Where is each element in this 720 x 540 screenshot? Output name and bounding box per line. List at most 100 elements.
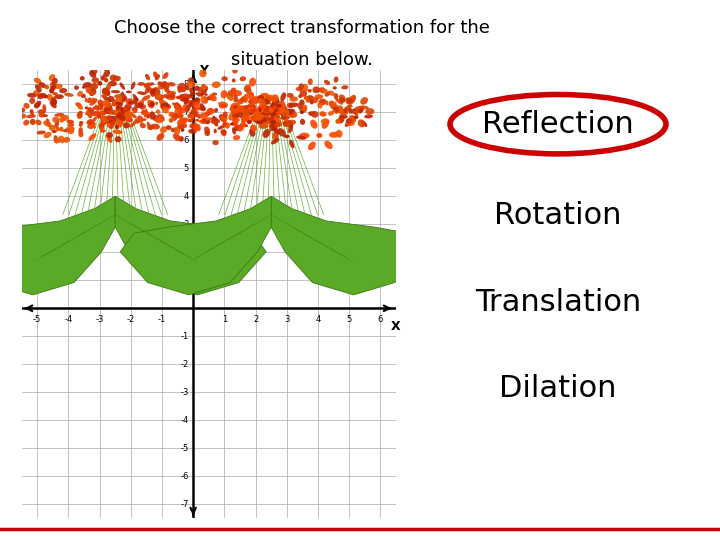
Ellipse shape [199,119,208,124]
Ellipse shape [146,114,149,119]
Ellipse shape [316,133,323,138]
Ellipse shape [46,118,50,127]
Ellipse shape [106,134,112,143]
Ellipse shape [92,116,97,123]
Ellipse shape [122,112,130,117]
Ellipse shape [49,89,54,93]
Text: -3: -3 [180,388,189,397]
Ellipse shape [346,120,355,126]
Ellipse shape [184,108,189,112]
Ellipse shape [135,103,144,108]
Ellipse shape [347,105,353,107]
Text: -5: -5 [180,444,189,453]
Ellipse shape [240,76,246,82]
Ellipse shape [240,121,246,127]
Ellipse shape [85,86,91,91]
Ellipse shape [339,97,346,103]
Ellipse shape [233,95,238,103]
Ellipse shape [304,96,309,100]
Ellipse shape [209,94,217,102]
Ellipse shape [120,92,124,100]
Ellipse shape [233,111,237,119]
Ellipse shape [179,118,187,124]
Text: 4: 4 [184,192,189,201]
Text: -1: -1 [180,332,189,341]
Ellipse shape [106,115,114,120]
Ellipse shape [186,94,194,99]
Ellipse shape [219,114,224,118]
Ellipse shape [147,100,152,104]
Text: Translation: Translation [475,288,641,317]
Ellipse shape [244,84,251,92]
Ellipse shape [52,78,58,85]
Ellipse shape [354,109,359,114]
Polygon shape [120,196,271,295]
Ellipse shape [289,97,298,102]
Text: Dilation: Dilation [499,374,617,403]
Ellipse shape [204,117,212,121]
Ellipse shape [351,95,356,104]
Ellipse shape [150,124,160,130]
Text: 4: 4 [315,315,320,325]
Ellipse shape [101,94,107,98]
Text: 2: 2 [184,248,189,257]
Ellipse shape [80,76,85,80]
Ellipse shape [103,105,108,112]
Ellipse shape [232,127,236,134]
Ellipse shape [145,74,150,80]
Ellipse shape [155,117,163,123]
Ellipse shape [82,85,85,89]
Ellipse shape [220,129,226,135]
Ellipse shape [219,104,228,108]
Ellipse shape [232,68,238,73]
Ellipse shape [175,113,183,119]
Ellipse shape [155,91,161,95]
Text: -4: -4 [64,315,73,325]
Ellipse shape [254,114,261,120]
Ellipse shape [126,91,131,93]
Ellipse shape [112,130,122,134]
Text: 1: 1 [222,315,227,325]
Ellipse shape [249,129,256,137]
Ellipse shape [109,118,116,126]
Ellipse shape [137,116,143,122]
Ellipse shape [104,65,110,72]
Ellipse shape [284,114,287,118]
Ellipse shape [201,89,207,96]
Ellipse shape [190,111,198,117]
Ellipse shape [222,130,227,136]
Ellipse shape [212,92,217,96]
Ellipse shape [346,118,354,126]
Ellipse shape [153,118,163,122]
Ellipse shape [167,82,176,86]
Ellipse shape [173,133,181,141]
Ellipse shape [160,126,167,133]
Ellipse shape [134,118,140,124]
Ellipse shape [315,94,323,99]
Ellipse shape [137,117,143,123]
Ellipse shape [296,136,306,140]
Ellipse shape [282,106,287,110]
Ellipse shape [37,93,45,99]
Ellipse shape [91,83,98,90]
Ellipse shape [258,117,267,123]
Ellipse shape [26,114,36,118]
Ellipse shape [317,88,324,92]
Ellipse shape [181,118,189,122]
Ellipse shape [232,90,242,96]
Ellipse shape [68,128,74,134]
Ellipse shape [269,112,275,115]
Ellipse shape [276,104,282,107]
Text: Rotation: Rotation [494,201,622,231]
Ellipse shape [287,93,294,98]
Ellipse shape [263,129,271,138]
Ellipse shape [99,113,104,116]
Ellipse shape [258,104,265,109]
Ellipse shape [249,78,256,86]
Ellipse shape [190,89,193,93]
Ellipse shape [333,86,337,90]
Ellipse shape [185,107,190,111]
Ellipse shape [261,109,266,116]
Ellipse shape [230,105,238,112]
Ellipse shape [265,107,269,111]
